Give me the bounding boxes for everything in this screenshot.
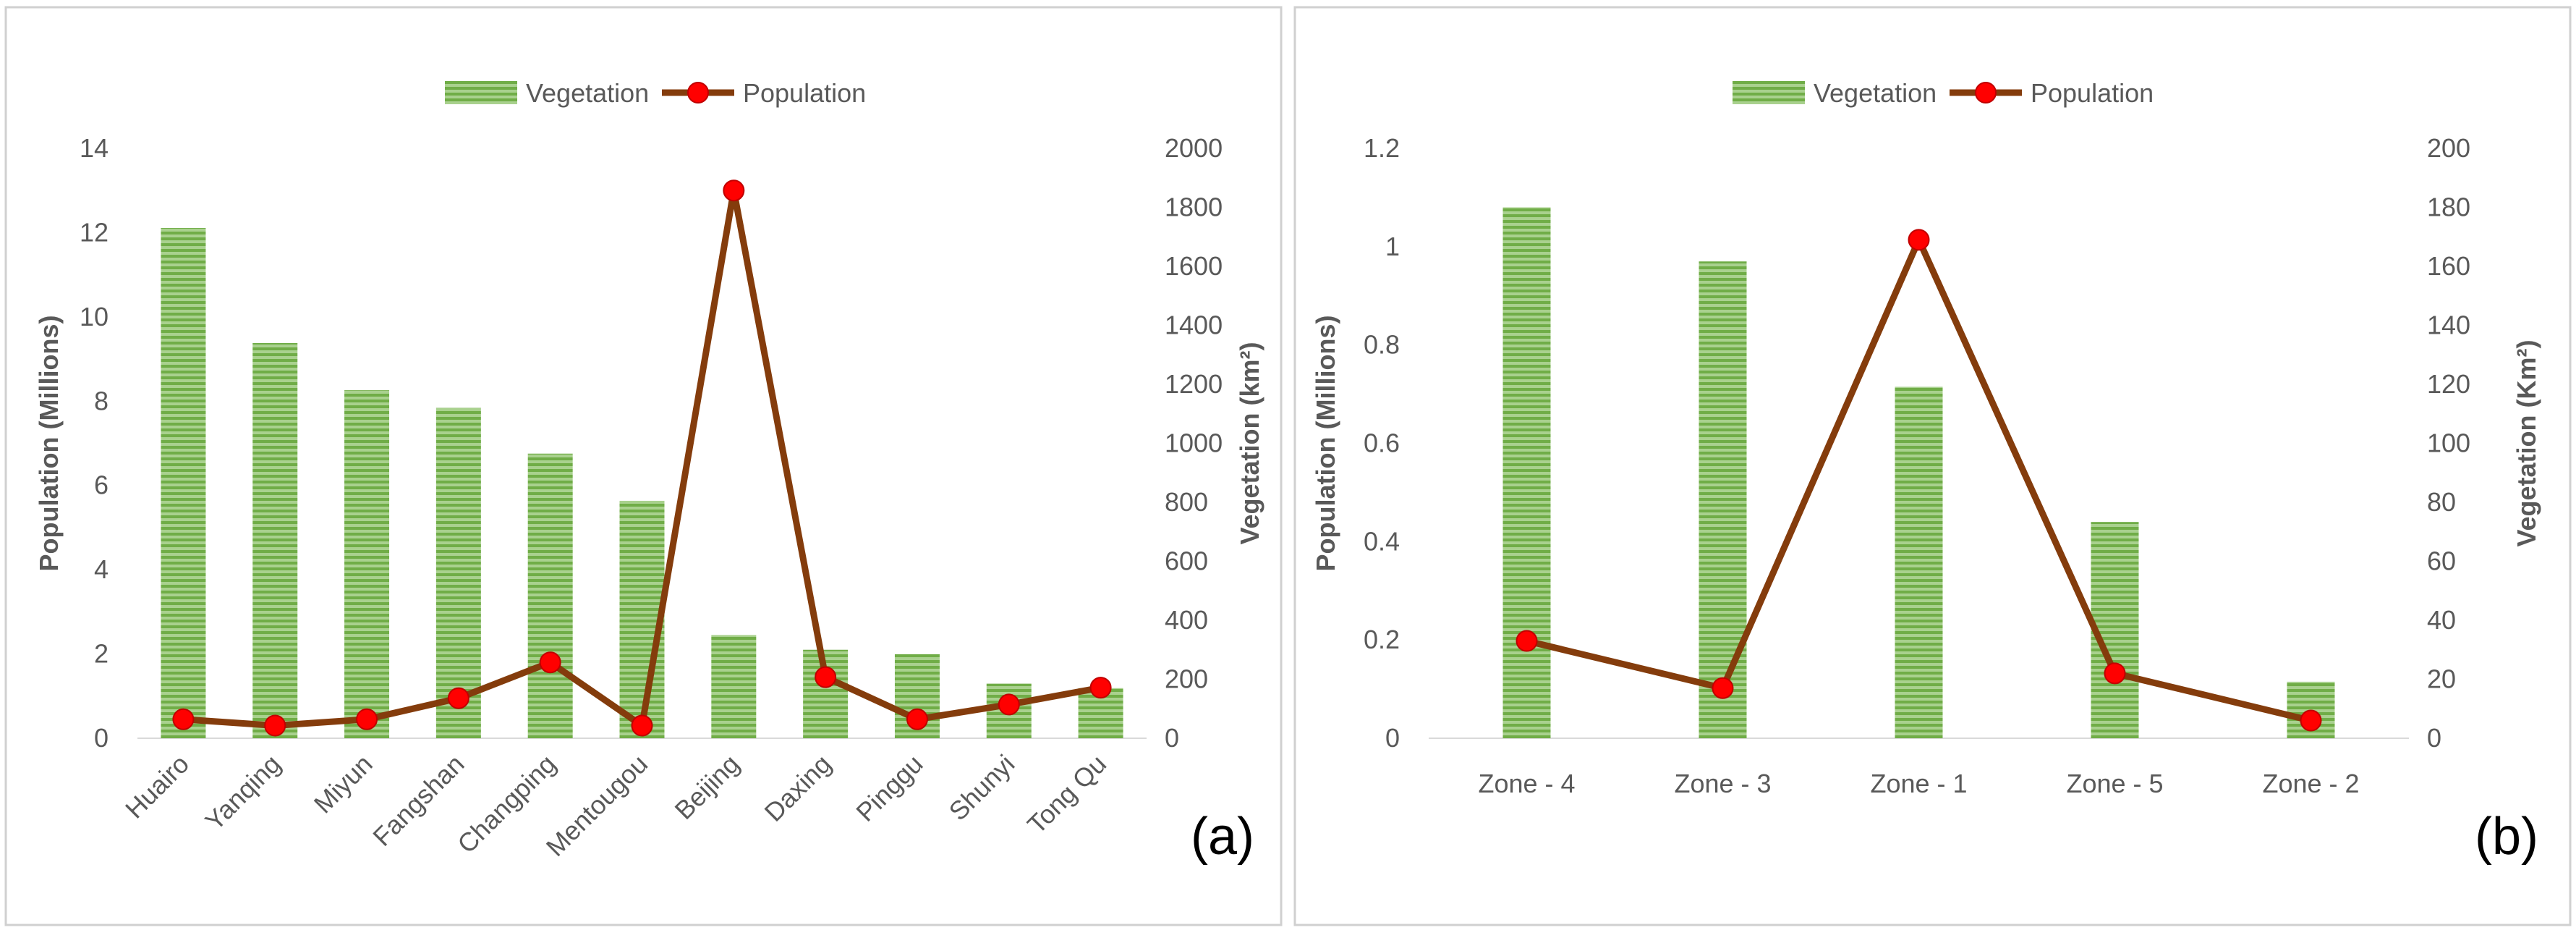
legend-label-vegetation: Vegetation <box>1814 78 1937 108</box>
y-left-tick-label: 14 <box>80 133 109 163</box>
legend-swatch-population-marker <box>687 82 709 103</box>
x-category-label: Zone - 3 <box>1674 769 1771 798</box>
y-right-tick-label: 80 <box>2427 487 2456 517</box>
vegetation-bar <box>344 390 390 738</box>
y-right-tick-label: 20 <box>2427 664 2456 694</box>
vegetation-bar <box>252 342 298 738</box>
y-right-tick-label: 0 <box>2427 723 2441 753</box>
population-point <box>815 666 837 688</box>
y-right-tick-label: 120 <box>2427 369 2470 399</box>
population-point <box>1516 630 1538 652</box>
y-right-tick-label: 400 <box>1165 605 1208 635</box>
population-point <box>1908 229 1930 251</box>
legend-label-population: Population <box>2031 78 2154 108</box>
y-left-tick-label: 0.6 <box>1364 428 1400 458</box>
y-left-tick-label: 0.4 <box>1364 526 1400 556</box>
panel-frame <box>4 6 1283 926</box>
y-right-tick-label: 1200 <box>1165 369 1223 399</box>
x-category-label: Zone - 5 <box>2066 769 2163 798</box>
population-point <box>1089 677 1112 699</box>
legend: Vegetation Population <box>1733 78 2154 108</box>
y-right-tick-label: 1000 <box>1165 428 1223 458</box>
panel-label: (b) <box>2475 808 2538 866</box>
vegetation-bar <box>527 453 573 738</box>
y-left-tick-label: 12 <box>80 217 109 247</box>
y-right-tick-label: 600 <box>1165 546 1208 576</box>
y-right-tick-label: 180 <box>2427 193 2470 222</box>
vegetation-bar <box>2091 522 2139 738</box>
y-left-tick-label: 8 <box>94 386 109 415</box>
y-left-tick-label: 2 <box>94 639 109 669</box>
y-left-tick-label: 6 <box>94 470 109 500</box>
population-point <box>998 693 1020 716</box>
population-point <box>723 179 745 202</box>
y-left-tick-label: 0.8 <box>1364 330 1400 360</box>
y-left-axis-title: Population (Millions) <box>1311 316 1340 572</box>
x-category-label: Zone - 1 <box>1870 769 1967 798</box>
population-point <box>539 651 561 674</box>
population-point <box>447 687 469 709</box>
y-left-tick-label: 1 <box>1385 232 1400 261</box>
vegetation-bar <box>1502 207 1551 738</box>
y-left-tick-label: 1.2 <box>1364 133 1400 163</box>
population-point <box>906 708 928 730</box>
vegetation-bar <box>711 635 757 738</box>
legend-swatch-population-marker <box>1975 82 1997 103</box>
vegetation-bar <box>1699 261 1747 738</box>
y-right-tick-label: 1800 <box>1165 193 1223 222</box>
population-point <box>356 708 378 730</box>
population-point <box>2104 662 2126 685</box>
panel-label: (a) <box>1191 808 1254 866</box>
y-left-axis-title: Population (Millions) <box>34 316 64 572</box>
y-right-axis-title: Vegetation (km²) <box>1235 342 1264 544</box>
legend-label-vegetation: Vegetation <box>526 78 649 108</box>
y-right-tick-label: 100 <box>2427 428 2470 458</box>
population-point <box>172 708 195 730</box>
y-right-tick-label: 200 <box>2427 133 2470 163</box>
vegetation-bar <box>161 228 206 738</box>
legend: Vegetation Population <box>445 78 866 108</box>
legend-swatch-vegetation <box>445 81 517 104</box>
y-right-tick-label: 800 <box>1165 487 1208 517</box>
y-right-tick-label: 40 <box>2427 605 2456 635</box>
chart-panel-b: 0 0.2 0.4 0.6 0.8 1 1.2 0 20 40 60 80 100 120 140 160 18… <box>1293 6 2572 926</box>
y-right-axis-title: Vegetation (Km²) <box>2512 339 2541 546</box>
chart-panel-a: 0 2 4 6 8 10 12 14 0 200 400 600 800 1000 1200 1400 1600… <box>4 6 1283 926</box>
y-right-tick-label: 1400 <box>1165 310 1223 340</box>
y-right-tick-label: 1600 <box>1165 251 1223 281</box>
population-point <box>264 714 286 737</box>
population-point <box>2300 709 2322 732</box>
population-point <box>1712 677 1734 699</box>
y-right-tick-label: 2000 <box>1165 133 1223 163</box>
y-left-tick-label: 0 <box>94 723 109 753</box>
y-right-tick-label: 200 <box>1165 664 1208 694</box>
y-left-tick-label: 0 <box>1385 723 1400 753</box>
y-right-tick-label: 0 <box>1165 723 1179 753</box>
vegetation-bar <box>435 407 481 738</box>
population-point <box>631 714 653 737</box>
y-right-tick-label: 160 <box>2427 251 2470 281</box>
y-left-tick-label: 4 <box>94 554 109 584</box>
x-category-label: Zone - 4 <box>1478 769 1575 798</box>
y-left-tick-label: 10 <box>80 302 109 331</box>
legend-label-population: Population <box>743 78 866 108</box>
y-right-tick-label: 60 <box>2427 546 2456 576</box>
y-left-tick-label: 0.2 <box>1364 625 1400 654</box>
legend-swatch-vegetation <box>1733 81 1805 104</box>
x-category-label: Zone - 2 <box>2262 769 2359 798</box>
y-right-tick-label: 140 <box>2427 310 2470 340</box>
vegetation-bar <box>1895 386 1943 738</box>
